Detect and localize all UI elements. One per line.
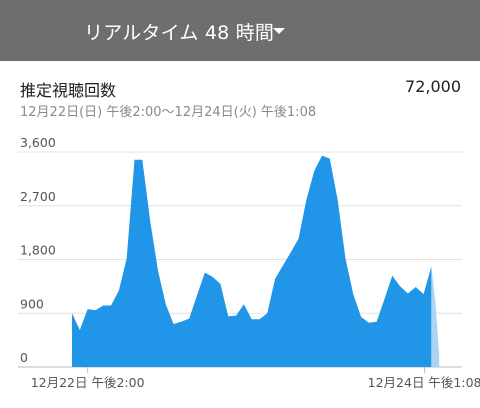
y-tick-label: 900 — [20, 296, 44, 311]
y-tick-label: 1,800 — [20, 243, 56, 258]
x-tick-label: 12月22日 午後2:00 — [31, 375, 145, 390]
metric-label: 推定視聴回数 — [20, 81, 117, 100]
metric-value: 72,000 — [405, 77, 461, 96]
time-range-selector[interactable]: リアルタイム 48 時間 — [84, 22, 275, 44]
header-bar: リアルタイム 48 時間 — [0, 0, 480, 61]
x-tick-label: 12月24日 午後1:08 — [368, 375, 480, 390]
y-tick-label: 0 — [20, 350, 28, 365]
date-range: 12月22日(日) 午後2:00〜12月24日(火) 午後1:08 — [20, 105, 317, 120]
y-tick-label: 2,700 — [20, 189, 56, 204]
views-area — [72, 155, 432, 367]
caret-down-icon[interactable] — [273, 28, 285, 34]
current-hour-area — [431, 266, 440, 367]
y-tick-label: 3,600 — [20, 135, 56, 150]
views-chart: 0 900 1,800 2,700 3,600 12月22日 午後2:00 12月24日 … — [18, 135, 480, 390]
